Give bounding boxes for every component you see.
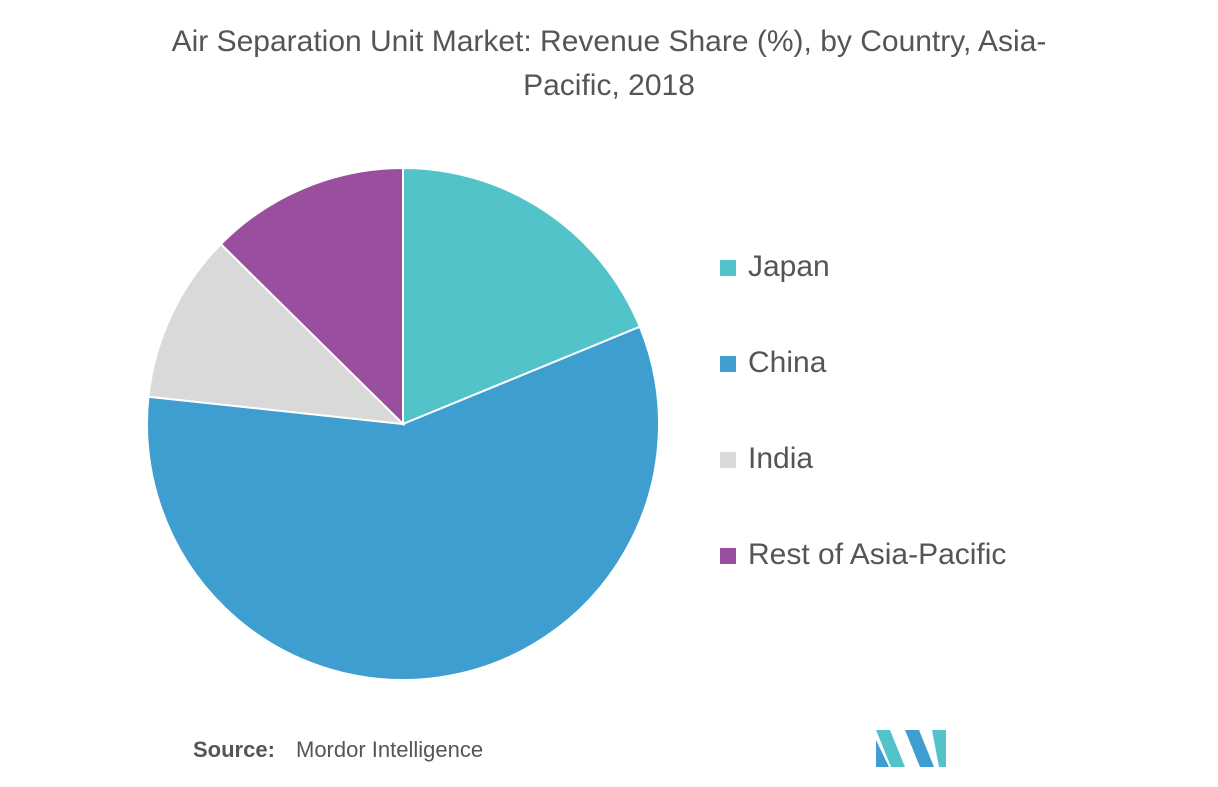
legend-swatch <box>720 356 736 372</box>
pie-slice <box>402 166 642 426</box>
legend-label: India <box>748 442 813 475</box>
pie-slice <box>147 242 406 426</box>
logo <box>876 730 946 767</box>
legend-swatch <box>720 260 736 276</box>
logo-part <box>932 730 946 767</box>
logo-part <box>905 730 934 767</box>
legend-swatch <box>720 548 736 564</box>
legend-label: China <box>748 346 827 379</box>
source-label: Source: <box>193 737 275 762</box>
logo-part <box>876 740 889 767</box>
pie-slice <box>219 166 404 427</box>
legend-label: Rest of Asia-Pacific <box>748 538 1006 571</box>
chart-title: Air Separation Unit Market: Revenue Shar… <box>171 25 1047 102</box>
source-text: Mordor Intelligence <box>296 737 483 762</box>
pie-slice <box>146 325 660 681</box>
logo-part <box>876 730 905 767</box>
legend-label: Japan <box>748 250 830 283</box>
legend-swatch <box>720 452 736 468</box>
